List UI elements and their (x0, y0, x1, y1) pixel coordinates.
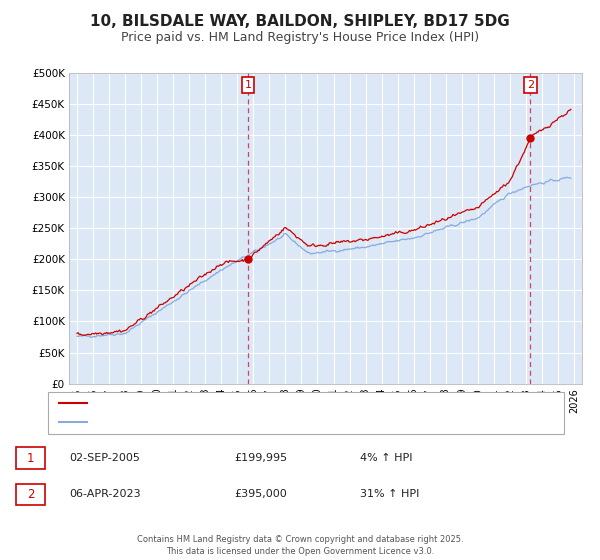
Text: HPI: Average price, detached house, Bradford: HPI: Average price, detached house, Brad… (92, 417, 330, 427)
Text: 1: 1 (245, 80, 251, 90)
Text: 31% ↑ HPI: 31% ↑ HPI (360, 489, 419, 500)
Text: 10, BILSDALE WAY, BAILDON, SHIPLEY, BD17 5DG: 10, BILSDALE WAY, BAILDON, SHIPLEY, BD17… (90, 14, 510, 29)
Text: 02-SEP-2005: 02-SEP-2005 (69, 453, 140, 463)
Text: 06-APR-2023: 06-APR-2023 (69, 489, 140, 500)
Text: 1: 1 (27, 451, 34, 465)
Text: Contains HM Land Registry data © Crown copyright and database right 2025.
This d: Contains HM Land Registry data © Crown c… (137, 535, 463, 556)
Text: £395,000: £395,000 (234, 489, 287, 500)
Text: 2: 2 (527, 80, 534, 90)
Text: 4% ↑ HPI: 4% ↑ HPI (360, 453, 413, 463)
Text: £199,995: £199,995 (234, 453, 287, 463)
Text: 10, BILSDALE WAY, BAILDON, SHIPLEY, BD17 5DG (detached house): 10, BILSDALE WAY, BAILDON, SHIPLEY, BD17… (92, 398, 445, 408)
Text: Price paid vs. HM Land Registry's House Price Index (HPI): Price paid vs. HM Land Registry's House … (121, 31, 479, 44)
Text: 2: 2 (27, 488, 34, 501)
